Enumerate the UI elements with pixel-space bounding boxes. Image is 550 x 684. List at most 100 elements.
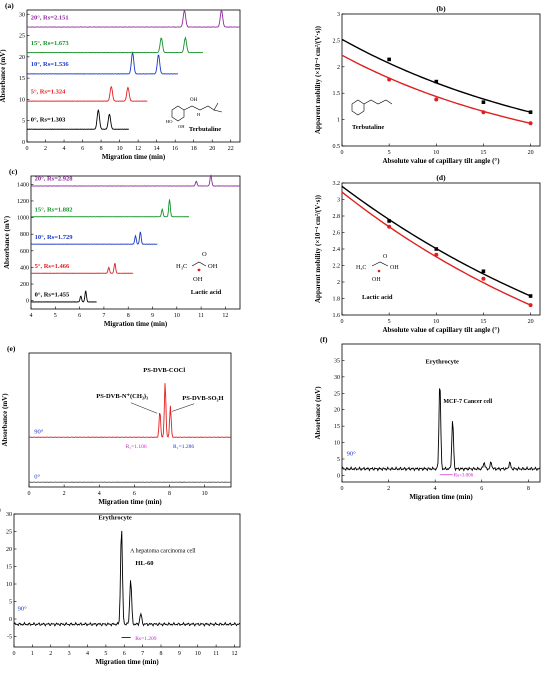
peak-label: PS-DVB-SO₃H bbox=[182, 395, 223, 402]
panel-letter: (c) bbox=[9, 167, 18, 176]
resolution-label: Rs=3.006 bbox=[454, 473, 474, 478]
x-tick-label: 2 bbox=[44, 146, 47, 152]
series-label: 20°, Rs=2.151 bbox=[31, 14, 69, 21]
series-label: 20°, Rs=2.928 bbox=[35, 176, 74, 183]
y-tick-label: 2 bbox=[337, 65, 340, 71]
panel-letter: (g) bbox=[0, 505, 1, 514]
o-label: O bbox=[202, 251, 207, 258]
chromatogram-trace bbox=[30, 174, 241, 187]
y-axis-label: Apparent mobility (×10⁻⁴ cm²/(V·s)) bbox=[314, 25, 322, 134]
x-tick-label: 15 bbox=[480, 319, 486, 325]
side-chain bbox=[183, 105, 215, 111]
x-tick-label: 6 bbox=[81, 146, 84, 152]
y-tick-label: 2.6 bbox=[333, 231, 341, 237]
oh2-label: OH bbox=[193, 276, 203, 283]
y-tick-label: 35 bbox=[334, 358, 340, 364]
y-tick-label: 1.6 bbox=[333, 313, 341, 319]
o-label: O bbox=[383, 254, 388, 260]
y-tick-label: 20 bbox=[19, 55, 25, 61]
x-tick-label: 9 bbox=[178, 651, 181, 657]
y-tick-label: 5 bbox=[9, 600, 12, 606]
series-label: 15°, Rs=1.673 bbox=[31, 40, 70, 47]
y-tick-label: 25 bbox=[334, 391, 340, 397]
y-tick-label: -5 bbox=[7, 635, 12, 641]
plot-frame bbox=[341, 343, 541, 483]
x-tick-label: 4 bbox=[98, 491, 101, 497]
x-tick-label: 11 bbox=[198, 313, 204, 319]
chromatogram-trace bbox=[26, 36, 204, 54]
y-tick-label: 1400 bbox=[17, 182, 29, 188]
resolution-label: Rs=1.209 bbox=[135, 636, 157, 642]
chromatogram-trace bbox=[26, 85, 148, 102]
y-tick-label: 2.2 bbox=[333, 264, 341, 270]
y-tick-label: 25 bbox=[19, 34, 25, 40]
panel-letter: (e) bbox=[7, 344, 16, 353]
series-label: 10°, Rs=1.729 bbox=[35, 234, 74, 241]
y-tick-label: 200 bbox=[20, 282, 29, 288]
ch3-label: H₃C bbox=[176, 263, 187, 270]
plot-frame bbox=[13, 513, 241, 648]
x-tick-label: 14 bbox=[154, 146, 160, 152]
x-tick-label: 22 bbox=[228, 146, 234, 152]
x-tick-label: 8 bbox=[127, 313, 130, 319]
data-point bbox=[481, 276, 486, 281]
x-tick-label: 3 bbox=[68, 651, 71, 657]
tert-butyl bbox=[213, 102, 223, 113]
chiral-center bbox=[197, 268, 201, 272]
x-tick-label: 20 bbox=[528, 150, 534, 156]
x-tick-label: 10 bbox=[195, 651, 201, 657]
y-tick-label: 1200 bbox=[17, 199, 29, 205]
oh2-label: OH bbox=[372, 277, 381, 283]
data-point bbox=[434, 97, 439, 102]
electropherogram-trace bbox=[28, 383, 232, 438]
y-tick-label: 600 bbox=[20, 249, 29, 255]
x-tick-label: 8 bbox=[168, 491, 171, 497]
molecule-structure: OH H HO OH bbox=[166, 98, 223, 129]
y-axis-label: Absorbance (mV) bbox=[0, 49, 7, 103]
oh-label: OH bbox=[208, 263, 218, 270]
leader-line bbox=[172, 403, 195, 412]
plot-frame bbox=[341, 13, 541, 147]
data-point bbox=[528, 110, 533, 115]
y-tick-label: 15 bbox=[19, 76, 25, 82]
data-point bbox=[528, 303, 533, 308]
x-tick-label: 12 bbox=[135, 146, 141, 152]
fit-curve bbox=[341, 54, 531, 124]
oh-label: OH bbox=[190, 98, 198, 103]
x-tick-label: 0 bbox=[341, 319, 344, 325]
compound-label: Lactic acid bbox=[362, 294, 393, 301]
x-tick-label: 4 bbox=[434, 486, 437, 492]
data-point bbox=[387, 224, 392, 229]
angle-label: 90° bbox=[18, 605, 28, 612]
x-tick-label: 8 bbox=[100, 146, 103, 152]
x-tick-label: 10 bbox=[174, 313, 180, 319]
y-tick-label: 0.5 bbox=[333, 144, 341, 150]
plot-frame bbox=[26, 9, 241, 143]
oh-label: OH bbox=[390, 265, 399, 271]
y-tick-label: 20 bbox=[334, 408, 340, 414]
y-tick-label: 3.2 bbox=[333, 181, 341, 187]
x-tick-label: 9 bbox=[151, 313, 154, 319]
angle-label: 90° bbox=[34, 428, 44, 435]
x-tick-label: 18 bbox=[191, 146, 197, 152]
y-tick-label: 400 bbox=[20, 265, 29, 271]
y-tick-label: 10 bbox=[19, 97, 25, 103]
x-axis-label: Absolute value of capillary tilt angle (… bbox=[382, 157, 500, 165]
x-tick-label: 6 bbox=[123, 651, 126, 657]
x-tick-label: 2 bbox=[387, 486, 390, 492]
x-tick-label: 1 bbox=[31, 651, 34, 657]
compound-label: Terbutaline bbox=[352, 124, 384, 131]
x-tick-label: 0 bbox=[341, 486, 344, 492]
x-tick-label: 10 bbox=[433, 150, 439, 156]
y-axis-label: Absorbance (mV) bbox=[314, 386, 322, 440]
x-tick-label: 0 bbox=[341, 150, 344, 156]
x-axis-label: Migration time (min) bbox=[409, 493, 473, 501]
series-label: 10°, Rs=1.536 bbox=[31, 61, 70, 68]
x-tick-label: 0 bbox=[28, 491, 31, 497]
x-tick-label: 0 bbox=[26, 146, 29, 152]
x-axis-label: Absolute value of capillary tilt angle (… bbox=[382, 326, 500, 334]
x-tick-label: 4 bbox=[63, 146, 66, 152]
x-axis-label: Migration time (min) bbox=[104, 320, 168, 328]
